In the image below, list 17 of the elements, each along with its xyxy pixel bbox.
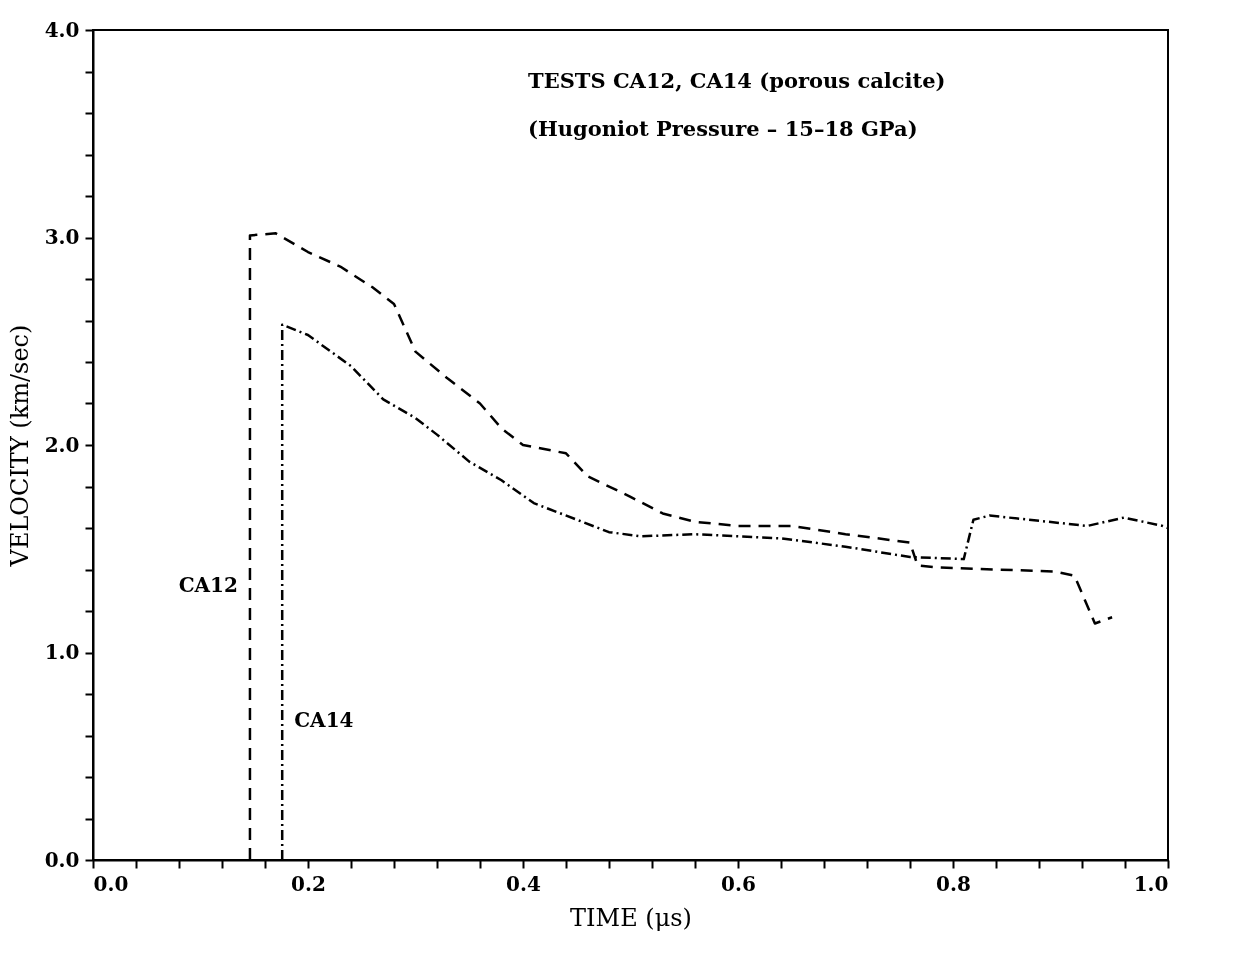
x-tick-label: 1.0	[1133, 871, 1169, 896]
x-tick-label: 0.6	[721, 871, 756, 896]
y-tick-label: 1.0	[44, 640, 80, 664]
y-tick-label: 0.0	[44, 847, 80, 872]
x-tick-label: 0.8	[936, 871, 971, 896]
y-tick-label: 4.0	[44, 17, 80, 42]
x-tick-label: 0.0	[93, 871, 129, 896]
x-tick-label: 0.4	[506, 871, 541, 896]
annotation: (Hugoniot Pressure – 15–18 GPa)	[528, 116, 918, 141]
y-tick-label: 2.0	[44, 432, 80, 457]
annotation: TESTS CA12, CA14 (porous calcite)	[528, 68, 946, 93]
series-label: CA14	[294, 707, 354, 732]
x-tick-label: 0.2	[291, 871, 326, 896]
y-tick-label: 3.0	[44, 225, 80, 249]
series-label: CA12	[178, 573, 238, 598]
x-axis-title: TIME (μs)	[570, 903, 692, 932]
y-axis-title: VELOCITY (km/sec)	[5, 324, 34, 568]
